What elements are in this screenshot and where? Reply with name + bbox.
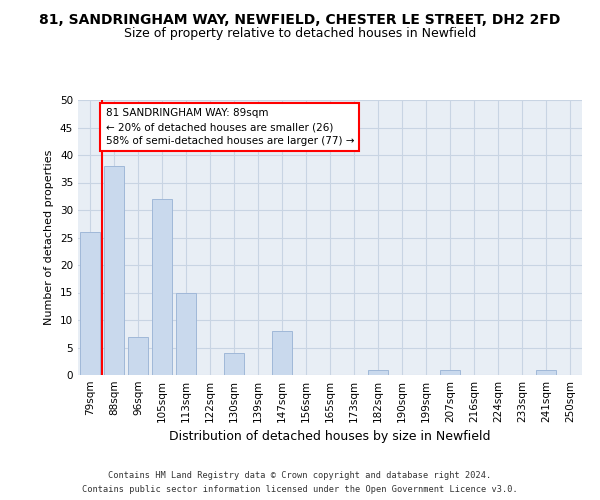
Bar	[128, 336, 148, 375]
Y-axis label: Number of detached properties: Number of detached properties	[44, 150, 55, 325]
Bar	[80, 232, 100, 375]
Text: Size of property relative to detached houses in Newfield: Size of property relative to detached ho…	[124, 28, 476, 40]
Bar	[224, 353, 244, 375]
Bar	[104, 166, 124, 375]
Text: 81, SANDRINGHAM WAY, NEWFIELD, CHESTER LE STREET, DH2 2FD: 81, SANDRINGHAM WAY, NEWFIELD, CHESTER L…	[40, 12, 560, 26]
Text: Contains HM Land Registry data © Crown copyright and database right 2024.
Contai: Contains HM Land Registry data © Crown c…	[82, 472, 518, 494]
Bar	[536, 370, 556, 375]
Bar	[176, 292, 196, 375]
X-axis label: Distribution of detached houses by size in Newfield: Distribution of detached houses by size …	[169, 430, 491, 444]
Bar	[440, 370, 460, 375]
Bar	[272, 331, 292, 375]
Bar	[152, 199, 172, 375]
Text: 81 SANDRINGHAM WAY: 89sqm
← 20% of detached houses are smaller (26)
58% of semi-: 81 SANDRINGHAM WAY: 89sqm ← 20% of detac…	[106, 108, 354, 146]
Bar	[368, 370, 388, 375]
